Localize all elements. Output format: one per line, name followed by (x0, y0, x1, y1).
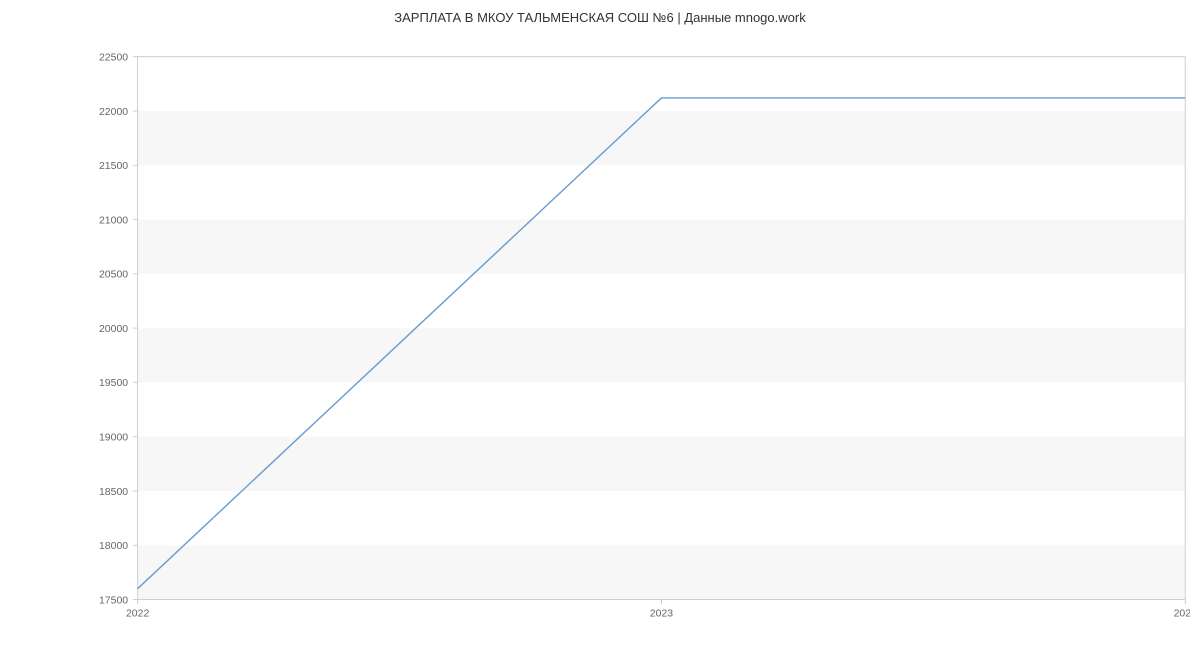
y-tick-label: 21500 (99, 161, 128, 172)
y-tick-label: 18500 (99, 487, 128, 498)
y-tick-label: 20000 (99, 324, 128, 335)
chart-svg: 17500 18000 18500 19000 19500 20000 20500 21000… (90, 40, 1190, 640)
y-tick-label: 22500 (99, 52, 128, 63)
y-tick-label: 18000 (99, 541, 128, 552)
y-tick-label: 19500 (99, 378, 128, 389)
x-tick-label: 2022 (126, 609, 149, 620)
x-tick-label: 2024 (1174, 609, 1190, 620)
y-tick-label: 20500 (99, 270, 128, 281)
y-tick-label: 17500 (99, 595, 128, 606)
chart-container: ЗАРПЛАТА В МКОУ ТАЛЬМЕНСКАЯ СОШ №6 | Дан… (0, 0, 1200, 650)
x-tick-label: 2023 (650, 609, 673, 620)
chart-title: ЗАРПЛАТА В МКОУ ТАЛЬМЕНСКАЯ СОШ №6 | Дан… (0, 10, 1200, 25)
y-tick-label: 19000 (99, 432, 128, 443)
y-tick-label: 21000 (99, 215, 128, 226)
plot-area: 17500 18000 18500 19000 19500 20000 20500 21000… (90, 40, 1190, 610)
y-tick-label: 22000 (99, 107, 128, 118)
